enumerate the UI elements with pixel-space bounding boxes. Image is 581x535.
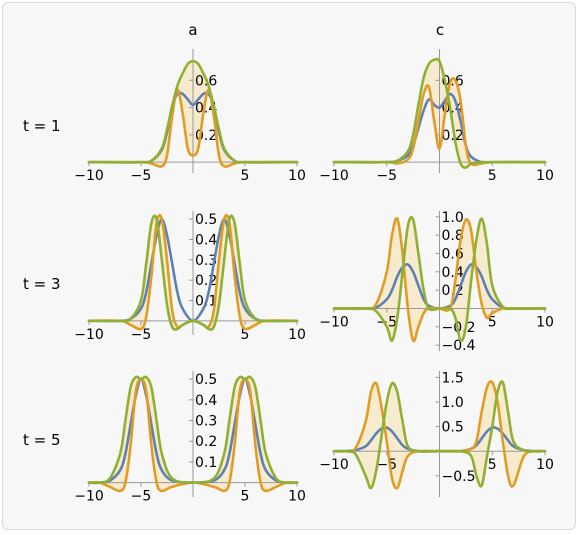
x-tick-label: 10 (288, 168, 306, 184)
plots-canvas: −10 −5 5 100.20.40.6−10 −5 5 100.20.40.6−10 −5 5… (74, 49, 554, 505)
column-label-a: a (188, 21, 198, 39)
series-line-green (87, 214, 299, 331)
x-tick-label: 10 (536, 315, 554, 331)
panel-a-t3: −10 −5 5 100.10.20.30.40.5 (74, 211, 306, 343)
series-line-green (332, 380, 547, 490)
row-label-t1: t = 1 (23, 117, 61, 135)
x-tick-label: 5 (488, 457, 497, 473)
panel-c-t3: −10 −5 5 10−0.4−0.20.20.40.60.81.0 (319, 210, 554, 354)
y-tick-label: 0.4 (442, 265, 464, 281)
row-label-t3: t = 3 (23, 275, 61, 293)
x-tick-label: −5 (376, 168, 397, 184)
x-tick-label: −10 (74, 327, 104, 343)
series-line-green (332, 216, 547, 343)
y-tick-label: 0.3 (195, 414, 217, 430)
y-tick-label: 1.0 (442, 210, 464, 226)
y-tick-label: 0.2 (195, 434, 217, 450)
x-tick-label: 10 (536, 168, 554, 184)
panel-c-t5: −10 −5 5 10 −0.5 0.5 1.0 1.5 (319, 370, 554, 497)
panel-c-t1: −10 −5 5 100.20.40.6 (319, 49, 554, 184)
x-tick-label: −5 (131, 168, 152, 184)
x-tick-label: 5 (241, 489, 250, 505)
y-tick-label: 0.3 (195, 253, 217, 269)
x-tick-label: −5 (131, 327, 152, 343)
panel-a-t5: −10 −5 5 10 0.1 0.2 0.3 0.4 0.5 (74, 371, 306, 505)
y-tick-label: 1.0 (442, 395, 464, 411)
figure-frame: a c t = 1 t = 3 t = 5 −10 −5 5 10 0.2 0.4 0.6−… (2, 2, 576, 530)
fill-region (344, 381, 535, 489)
series-line-orange (87, 88, 299, 168)
x-tick-label: −5 (376, 457, 397, 473)
fill-region (99, 376, 287, 491)
y-tick-label: 1.5 (442, 370, 464, 386)
x-tick-label: −10 (74, 489, 104, 505)
row-label-t5: t = 5 (23, 431, 61, 449)
y-tick-label: −0.5 (442, 469, 476, 485)
y-tick-label: 0.4 (195, 232, 217, 248)
x-tick-label: 10 (288, 489, 306, 505)
x-tick-label: 10 (288, 327, 306, 343)
x-tick-label: −10 (319, 315, 349, 331)
x-tick-label: −10 (319, 168, 349, 184)
x-tick-label: 5 (241, 327, 250, 343)
series-line-green (87, 59, 299, 164)
x-tick-label: −10 (74, 168, 104, 184)
y-tick-label: 0.2 (442, 128, 464, 144)
y-tick-label: −0.4 (442, 338, 476, 354)
y-tick-label: 0.5 (442, 420, 464, 436)
y-tick-label: 0.8 (442, 228, 464, 244)
y-tick-label: 0.2 (195, 273, 217, 289)
y-tick-label: 0.5 (195, 212, 217, 228)
series-line-green (87, 375, 299, 485)
y-tick-label: 0.5 (195, 372, 217, 388)
x-tick-label: 5 (241, 168, 250, 184)
y-tick-label: 0.1 (195, 455, 217, 471)
column-label-c: c (435, 21, 445, 39)
x-tick-label: −10 (319, 457, 349, 473)
x-tick-label: 5 (488, 315, 497, 331)
y-tick-label: 0.4 (195, 393, 217, 409)
x-tick-label: 10 (536, 457, 554, 473)
x-tick-label: −5 (131, 489, 152, 505)
series-line-blue (332, 92, 547, 164)
panel-a-t1: −10 −5 5 100.20.40.6 (74, 49, 306, 184)
series-line-green (332, 57, 547, 169)
x-tick-label: 5 (488, 168, 497, 184)
